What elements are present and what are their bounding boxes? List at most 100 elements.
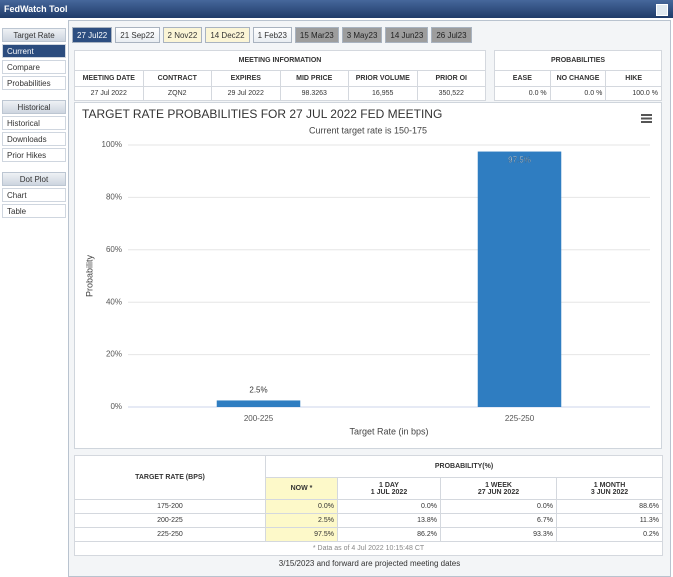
group-header: PROBABILITY(%) [264, 455, 664, 478]
y-axis-title: Probability [84, 254, 94, 297]
data-label: 2.5% [249, 386, 267, 395]
title-row: MEETING INFORMATION [74, 50, 486, 71]
column-header: 1 DAY 1 JUL 2022 [337, 477, 441, 500]
target-rate: 200-225 [74, 513, 266, 528]
probability-cell: 88.6% [555, 499, 664, 514]
header-row: EASE NO CHANGE HIKE [494, 70, 662, 87]
meeting-tab[interactable]: 21 Sep22 [115, 27, 160, 43]
sidebar-item[interactable]: Current [2, 44, 66, 58]
sidebar-heading: Dot Plot [2, 172, 66, 186]
menu-bar [641, 121, 652, 123]
chart-frame [74, 102, 662, 449]
probability-cell: 6.7% [440, 513, 557, 528]
meeting-tab[interactable]: 1 Feb23 [252, 27, 292, 43]
data-label: 97.5% [508, 156, 531, 165]
column-date: 1 JUL 2022 [370, 488, 408, 496]
sidebar-item[interactable]: Chart [2, 188, 66, 202]
menu-button[interactable] [641, 114, 652, 123]
sidebar-item[interactable]: Historical [2, 116, 66, 130]
probability-cell: 93.3% [440, 527, 557, 542]
probability-cell: 97.5% [265, 527, 338, 542]
group-row: TARGET RATE (BPS) PROBABILITY(%) [74, 455, 664, 500]
table-header: TARGET RATE (BPS) [74, 455, 266, 500]
meeting-tab[interactable]: 27 Jul22 [72, 27, 113, 43]
column-header: MEETING DATE [74, 70, 144, 87]
probability-cell: 0.0% [265, 499, 338, 514]
target-rate: 175-200 [74, 499, 266, 514]
y-tick-label: 20% [106, 350, 122, 359]
value-row: 0.0 % 0.0 % 100.0 % [494, 86, 662, 101]
table-cell: 16,955 [348, 86, 418, 101]
header-row: MEETING DATE CONTRACT EXPIRES MID PRICE PRIO… [74, 70, 486, 87]
popout-icon[interactable] [656, 4, 668, 16]
sidebar-item[interactable]: Probabilities [2, 76, 66, 90]
table-cell: 98.3263 [279, 86, 349, 101]
footnote: * Data as of 4 Jul 2022 10:15:48 CT [73, 541, 664, 556]
table-title: MEETING INFORMATION [74, 50, 486, 71]
menu-bar [641, 114, 652, 116]
y-tick-label: 100% [102, 140, 122, 149]
value-row: 27 Jul 2022 ZQN2 29 Jul 2022 98.3263 16,955 3… [74, 86, 486, 101]
meeting-tabs: 27 Jul22 21 Sep22 2 Nov22 14 Dec22 1 Feb23 15… [72, 27, 472, 43]
table-cell: 27 Jul 2022 [74, 86, 144, 101]
column-date: 3 JUN 2022 [590, 488, 629, 496]
sidebar-item[interactable]: Downloads [2, 132, 66, 146]
column-name: 1 DAY [379, 481, 399, 489]
column-date: 27 JUN 2022 [477, 488, 520, 496]
table-cell: 100.0 % [605, 86, 662, 101]
y-tick-label: 60% [106, 245, 122, 254]
x-tick-label: 225-250 [505, 414, 535, 423]
column-name: 1 WEEK [485, 481, 512, 489]
probability-cell: 2.5% [265, 513, 338, 528]
meeting-tab[interactable]: 14 Dec22 [205, 27, 250, 43]
column-header: PRIOR VOLUME [348, 70, 418, 87]
table-cell: 0.0 % [549, 86, 607, 101]
meeting-tab[interactable]: 14 Jun23 [385, 27, 429, 43]
app-header: FedWatch Tool [0, 0, 673, 18]
title-row: PROBABILITIES [494, 50, 662, 71]
y-tick-label: 80% [106, 193, 122, 202]
probability-cell: 13.8% [337, 513, 441, 528]
table-cell: 350,522 [416, 86, 486, 101]
table-title: PROBABILITIES [494, 50, 662, 71]
sidebar-item[interactable]: Table [2, 204, 66, 218]
sidebar-item[interactable]: Compare [2, 60, 66, 74]
y-tick-label: 0% [110, 402, 122, 411]
footnote-row: * Data as of 4 Jul 2022 10:15:48 CT [73, 541, 664, 556]
app-title: FedWatch Tool [4, 4, 68, 14]
column-header: NO CHANGE [549, 70, 607, 87]
column-header: EXPIRES [211, 70, 281, 87]
sidebar-item[interactable]: Prior Hikes [2, 148, 66, 162]
column-header: HIKE [605, 70, 662, 87]
probabilities-table: PROBABILITIES EASE NO CHANGE HIKE 0.0 % 0.0 %… [494, 50, 662, 101]
probability-table: TARGET RATE (BPS) PROBABILITY(%) NOW * 1 DA… [73, 455, 664, 556]
chart-subtitle: Current target rate is 150-175 [309, 125, 427, 135]
meeting-tab[interactable]: 3 May23 [341, 27, 383, 43]
meeting-tab[interactable]: 26 Jul23 [431, 27, 472, 43]
meeting-tab[interactable]: 2 Nov22 [162, 27, 203, 43]
chart-title: TARGET RATE PROBABILITIES FOR 27 JUL 202… [82, 107, 442, 121]
y-tick-label: 40% [106, 297, 122, 306]
sidebar-heading: Historical [2, 100, 66, 114]
column-header: PRIOR OI [416, 70, 486, 87]
x-tick-label: 200-225 [244, 414, 274, 423]
table-cell: 0.0 % [494, 86, 551, 101]
table-cell: ZQN2 [142, 86, 212, 101]
data-row: 225-250 97.5% 86.2% 93.3% 0.2% [74, 527, 664, 542]
table-cell: 29 Jul 2022 [211, 86, 281, 101]
column-header: 1 WEEK 27 JUN 2022 [440, 477, 557, 500]
column-header: EASE [494, 70, 551, 87]
footer-note: 3/15/2023 and forward are projected meet… [278, 559, 461, 568]
column-name: 1 MONTH [593, 481, 626, 489]
bar [216, 400, 301, 407]
chart: TARGET RATE PROBABILITIES FOR 27 JUL 202… [74, 102, 662, 449]
menu-bar [641, 117, 652, 120]
probability-cell: 0.2% [555, 527, 664, 542]
probability-cell: 0.0% [337, 499, 441, 514]
data-row: 175-200 0.0% 0.0% 0.0% 88.6% [74, 499, 664, 514]
column-header: NOW * [265, 477, 338, 500]
sidebar-heading: Target Rate [2, 28, 66, 42]
bar [477, 151, 562, 407]
meeting-tab[interactable]: 15 Mar23 [294, 27, 339, 43]
